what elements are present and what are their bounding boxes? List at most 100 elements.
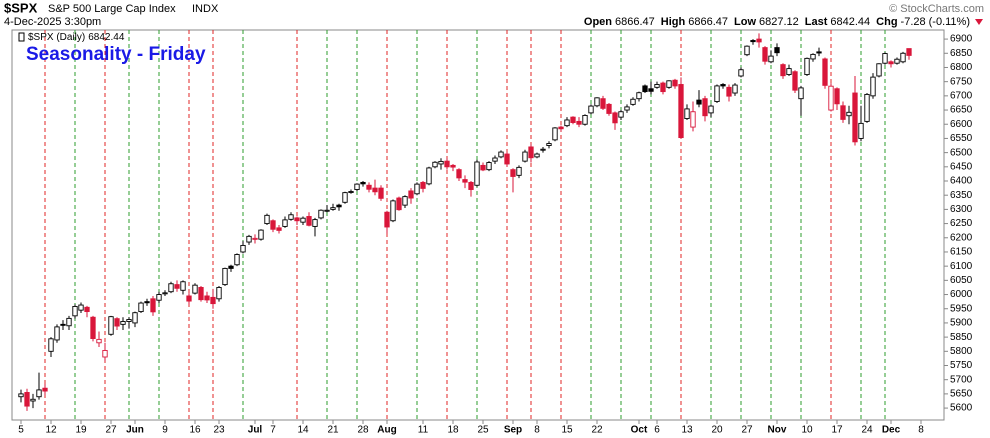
y-tick-label: 6550 (950, 133, 973, 144)
x-tick-label: 5 (18, 425, 24, 436)
candle-body (756, 38, 762, 43)
x-tick-label: 8 (918, 425, 924, 436)
candle-body (558, 126, 564, 130)
x-tick-label: 25 (477, 425, 489, 436)
candle-body (660, 82, 666, 93)
candle-body (576, 120, 582, 125)
candle-body (852, 92, 858, 143)
candle-body (666, 80, 672, 88)
candle-body (192, 284, 198, 294)
candle-body (600, 98, 606, 109)
legend-name: $SPX (Daily) (28, 32, 85, 43)
candle-body (678, 84, 684, 139)
y-tick-label: 5750 (950, 360, 973, 371)
candle-body (216, 286, 222, 300)
x-tick-label: 12 (45, 425, 57, 436)
candle-body (486, 162, 492, 171)
y-tick-label: 6200 (950, 232, 973, 243)
candle-body (210, 296, 216, 305)
candle-body (408, 190, 414, 199)
candle-body (462, 179, 468, 183)
candle-body (516, 166, 522, 176)
y-tick-label: 6250 (950, 218, 973, 229)
candle-body (420, 181, 426, 189)
candle-body (864, 93, 870, 122)
x-tick-label: 9 (162, 425, 168, 436)
x-tick-label: Nov (768, 425, 787, 436)
candle-body (492, 157, 498, 162)
candle-body (684, 108, 690, 120)
copyright: © StockCharts.com (889, 3, 984, 15)
candle-body (96, 338, 102, 344)
x-tick-label: 19 (75, 425, 87, 436)
candle-body (168, 283, 174, 293)
plot-frame (11, 29, 945, 421)
y-tick-label: 6850 (950, 48, 973, 59)
x-tick-label: Jun (126, 425, 144, 436)
quote-value: 6866.47 (615, 16, 655, 28)
candle-body (138, 302, 144, 313)
candle-body (444, 160, 450, 168)
candle-body (30, 398, 36, 402)
candle-body (786, 68, 792, 76)
candle-body (360, 181, 366, 185)
candle-body (186, 295, 192, 302)
candle-body (732, 84, 738, 94)
candle-body (630, 98, 636, 105)
y-tick-label: 6100 (950, 261, 973, 272)
candle-body (378, 187, 384, 199)
quote-label: High (661, 16, 686, 28)
candle-body (792, 71, 798, 91)
candle-body (522, 151, 528, 162)
candle-body (174, 284, 180, 289)
candle-body (744, 45, 750, 56)
candle-body (714, 85, 720, 102)
legend-label: $SPX (Daily) 6842.44 (28, 32, 125, 43)
candle-body (246, 235, 252, 243)
candle-body (780, 64, 786, 77)
candle-body (702, 98, 708, 117)
y-tick-label: 6900 (950, 34, 973, 45)
candle-body (894, 58, 900, 64)
candle-body (828, 85, 834, 111)
x-tick-label: 22 (591, 425, 603, 436)
axes: 5600 5650 5700 5750 5800 5850 5900 5950 6000 6050… (18, 34, 972, 436)
candle-body (618, 111, 624, 118)
candle-body (312, 219, 318, 227)
candle-body (288, 214, 294, 220)
candle-body (156, 294, 162, 301)
candle-body (504, 153, 510, 165)
candle-body (336, 204, 342, 208)
y-tick-label: 5950 (950, 303, 973, 314)
candle-body (54, 326, 60, 341)
candle-body (150, 298, 156, 313)
exchange: INDX (192, 3, 219, 15)
candle-body (126, 319, 132, 322)
x-tick-label: 24 (861, 425, 873, 436)
y-tick-label: 6400 (950, 176, 973, 187)
y-tick-label: 6800 (950, 62, 973, 73)
y-tick-label: 6750 (950, 76, 973, 87)
x-tick-label: 15 (561, 425, 573, 436)
y-tick-label: 6050 (950, 275, 973, 286)
candle-body (624, 106, 630, 111)
candle-body (270, 220, 276, 230)
candle-body (672, 79, 678, 87)
candle-body (240, 244, 246, 253)
candle-body (648, 88, 654, 92)
candle-body (384, 211, 390, 228)
candle-body (144, 301, 150, 304)
candle-body (78, 304, 84, 311)
candle-body (24, 392, 30, 407)
y-tick-label: 5600 (950, 403, 973, 414)
x-tick-label: Jul (248, 425, 263, 436)
y-tick-label: 6500 (950, 147, 973, 158)
candle-body (858, 122, 864, 139)
candle-body (480, 164, 486, 171)
candle-body (540, 148, 546, 151)
candle-body (750, 40, 756, 43)
y-tick-label: 6300 (950, 204, 973, 215)
